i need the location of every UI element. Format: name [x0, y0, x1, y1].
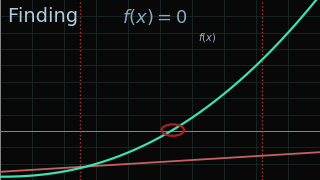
Text: $f(x) = 0$: $f(x) = 0$: [122, 7, 187, 27]
Text: $f(x)$: $f(x)$: [198, 31, 216, 44]
Text: Finding: Finding: [8, 7, 84, 26]
